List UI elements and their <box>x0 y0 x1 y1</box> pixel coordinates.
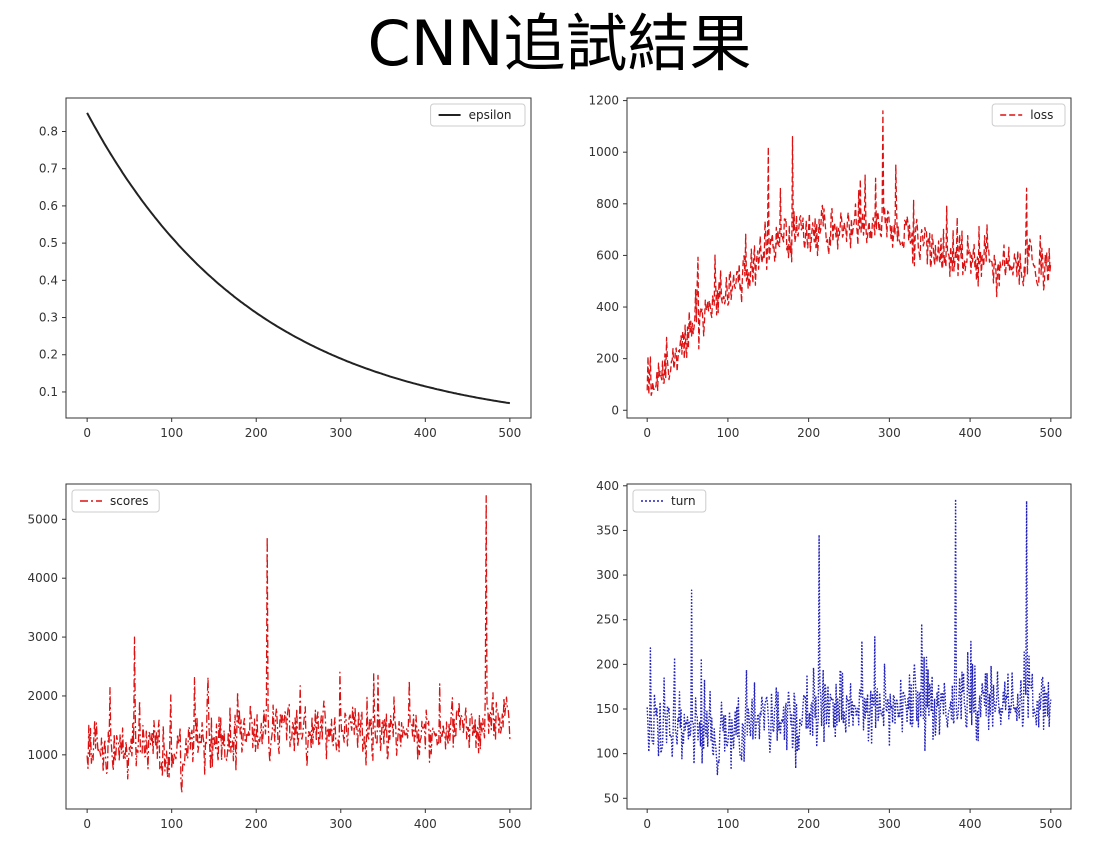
x-tick-label: 0 <box>643 426 651 440</box>
series-line-turn <box>646 498 1052 776</box>
x-tick-label: 500 <box>498 817 521 831</box>
y-tick-label: 2000 <box>27 689 58 703</box>
y-tick-label: 800 <box>596 197 619 211</box>
y-tick-label: 250 <box>596 613 619 627</box>
x-tick-label: 200 <box>245 817 268 831</box>
y-tick-label: 50 <box>604 791 619 805</box>
y-tick-label: 1000 <box>27 748 58 762</box>
x-tick-label: 0 <box>643 817 651 831</box>
series-line-scores <box>86 495 511 794</box>
series-line-loss <box>646 110 1052 396</box>
y-tick-label: 1200 <box>588 94 619 108</box>
chart-loss: 0 100 200 300 400 500 0 200 400 600 800 1000 1200 los… <box>588 94 1072 440</box>
y-tick-label: 400 <box>596 479 619 493</box>
x-tick-label: 100 <box>716 426 739 440</box>
x-tick-label: 100 <box>716 817 739 831</box>
y-tick-label: 200 <box>596 657 619 671</box>
y-tick-label: 0.1 <box>39 385 58 399</box>
x-tick-label: 200 <box>797 817 820 831</box>
chart-epsilon: 0 100 200 300 400 500 0.1 0.2 0.3 0.4 0.5 0.6 0.7 0.8… <box>39 97 532 440</box>
plot-frame <box>626 97 1072 419</box>
y-tick-label: 150 <box>596 702 619 716</box>
y-tick-label: 0.7 <box>39 162 58 176</box>
y-tick-label: 5000 <box>27 512 58 526</box>
y-tick-label: 100 <box>596 747 619 761</box>
series-line-epsilon <box>86 112 511 405</box>
y-tick-label: 0.2 <box>39 348 58 362</box>
x-tick-label: 400 <box>959 426 982 440</box>
y-tick-label: 3000 <box>27 630 58 644</box>
y-tick-label: 0.4 <box>39 273 58 287</box>
legend-label: loss <box>1030 108 1053 122</box>
legend-box <box>71 489 160 513</box>
page-title: CNN追試結果 <box>367 7 752 80</box>
chart-turn: 0 100 200 300 400 500 50 100 150 200 250 300 350 400 t… <box>596 479 1072 831</box>
chart-scores: 0 100 200 300 400 500 1000 2000 3000 4000 5000 scor… <box>27 483 532 831</box>
legend-box <box>632 489 707 513</box>
y-tick-label: 0.3 <box>39 311 58 325</box>
y-tick-label: 0.6 <box>39 199 58 213</box>
x-tick-label: 400 <box>414 426 437 440</box>
x-tick-label: 200 <box>245 426 268 440</box>
plot-frame <box>65 483 532 810</box>
x-tick-label: 400 <box>959 817 982 831</box>
y-tick-label: 4000 <box>27 571 58 585</box>
x-tick-label: 500 <box>498 426 521 440</box>
plot-frame <box>626 483 1072 810</box>
legend-box <box>430 103 526 127</box>
y-tick-label: 600 <box>596 248 619 262</box>
x-tick-label: 100 <box>160 426 183 440</box>
legend-box <box>991 103 1066 127</box>
x-tick-label: 400 <box>414 817 437 831</box>
x-tick-label: 0 <box>83 426 91 440</box>
x-tick-label: 0 <box>83 817 91 831</box>
legend-label: turn <box>671 494 696 508</box>
x-tick-label: 100 <box>160 817 183 831</box>
y-tick-label: 350 <box>596 523 619 537</box>
x-tick-label: 300 <box>329 817 352 831</box>
x-tick-label: 300 <box>329 426 352 440</box>
y-tick-label: 0.5 <box>39 236 58 250</box>
legend: turn <box>632 489 707 513</box>
y-tick-label: 300 <box>596 568 619 582</box>
plot-frame <box>65 97 532 419</box>
y-tick-label: 0.8 <box>39 124 58 138</box>
y-tick-label: 0 <box>611 403 619 417</box>
legend-label: epsilon <box>469 108 512 122</box>
legend: loss <box>991 103 1066 127</box>
x-tick-label: 500 <box>1039 817 1062 831</box>
x-tick-label: 500 <box>1039 426 1062 440</box>
x-tick-label: 200 <box>797 426 820 440</box>
legend: epsilon <box>430 103 526 127</box>
y-tick-label: 1000 <box>588 145 619 159</box>
x-tick-label: 300 <box>878 817 901 831</box>
y-tick-label: 400 <box>596 300 619 314</box>
legend-label: scores <box>110 494 149 508</box>
legend: scores <box>71 489 160 513</box>
y-tick-label: 200 <box>596 352 619 366</box>
x-tick-label: 300 <box>878 426 901 440</box>
